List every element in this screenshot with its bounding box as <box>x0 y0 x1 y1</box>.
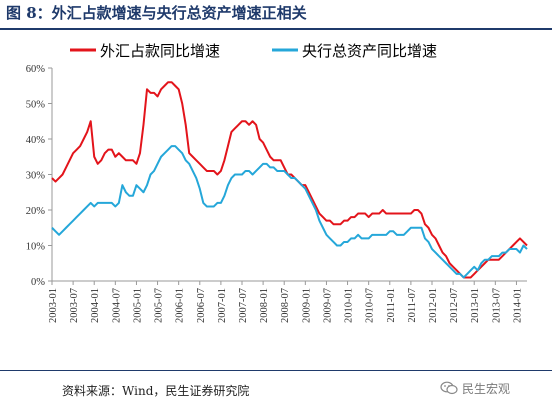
x-tick-label: 2003-01 <box>48 288 59 323</box>
y-tick-label: 50% <box>26 100 46 111</box>
x-tick-label: 2008-01 <box>259 288 270 323</box>
x-tick-label: 2004-01 <box>90 288 101 323</box>
x-tick-label: 2008-07 <box>280 288 291 323</box>
x-tick-label: 2012-01 <box>428 288 439 323</box>
x-tick-label: 2004-07 <box>111 288 122 323</box>
x-tick-label: 2013-07 <box>491 288 502 323</box>
y-tick-label: 10% <box>26 242 46 253</box>
legend-label-fx: 外汇占款同比增速 <box>100 42 220 60</box>
x-tick-label: 2009-07 <box>322 288 333 323</box>
x-tick-label: 2007-07 <box>238 288 249 323</box>
x-tick-label: 2010-01 <box>344 288 355 323</box>
x-tick-label: 2009-01 <box>301 288 312 323</box>
figure-title: 图 8：外汇占款增速与央行总资产增速正相关 <box>6 4 307 22</box>
y-tick-label: 40% <box>26 135 46 146</box>
line-chart: 外汇占款同比增速 央行总资产同比增速 0%10%20%30%40%50%60% … <box>26 42 528 323</box>
x-tick-label: 2006-07 <box>196 288 207 323</box>
x-tick-label: 2010-07 <box>365 288 376 323</box>
legend: 外汇占款同比增速 央行总资产同比增速 <box>70 42 437 60</box>
x-tick-label: 2007-01 <box>217 288 228 323</box>
x-tick-label: 2005-01 <box>132 288 143 323</box>
series-layer <box>51 81 528 279</box>
wechat-icon <box>440 381 458 395</box>
watermark: 民生宏观 <box>440 379 510 397</box>
y-tick-label: 0% <box>31 277 45 288</box>
x-tick-label: 2013-01 <box>470 288 481 323</box>
y-tick-label: 60% <box>26 64 46 75</box>
x-tick-label: 2014-01 <box>512 288 523 323</box>
x-tick-label: 2003-07 <box>69 288 80 323</box>
legend-label-pboc: 央行总资产同比增速 <box>302 42 437 60</box>
x-tick-label: 2006-01 <box>175 288 186 323</box>
x-tick-label: 2012-07 <box>449 288 460 323</box>
series-line-fx-reserves <box>51 81 528 279</box>
x-axis: 2003-01 2003-07 2004-01 2004-07 2005-01 2005-… <box>48 280 527 323</box>
title-rule <box>0 28 552 30</box>
watermark-text: 民生宏观 <box>462 381 511 396</box>
x-tick-label: 2011-01 <box>386 288 397 323</box>
y-axis: 0% 10% 20% 30% 40% 50% 60% <box>26 64 53 288</box>
footer-rule <box>0 370 552 371</box>
x-tick-label: 2011-07 <box>407 288 418 323</box>
x-tick-label: 2005-07 <box>154 288 165 323</box>
series-line-pboc-assets <box>51 145 528 279</box>
y-tick-label: 20% <box>26 206 46 217</box>
source-note: 资料来源：Wind，民生证券研究院 <box>62 384 250 398</box>
y-tick-label: 30% <box>26 171 46 182</box>
